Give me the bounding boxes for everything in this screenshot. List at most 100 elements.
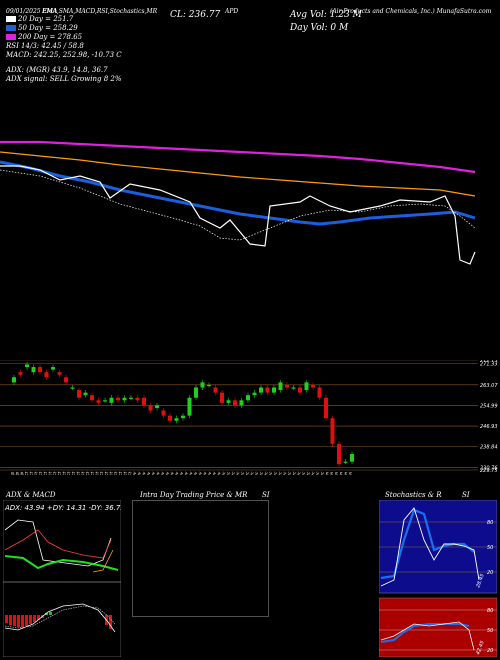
price-level-label: 229.75 — [480, 468, 498, 474]
sma20-line — [0, 169, 476, 241]
legend-item-macd: MACD: 242.25, 252.98, -10.73 C — [6, 51, 122, 59]
candle-body — [330, 418, 335, 444]
date-label: 10 Nov — [153, 471, 161, 475]
candle-body — [298, 387, 302, 393]
date-label: 07 Jan — [336, 471, 343, 475]
stoch-level-50: 50 — [487, 545, 493, 551]
legend-item-adx-signal: ADX signal: SELL Growing 8 2% — [6, 75, 122, 83]
adx-panel-title: ADX & MACD — [6, 491, 56, 499]
legend-item-50day: 50 Day = 258.29 — [6, 24, 122, 33]
candle-body — [220, 392, 224, 403]
candle-body — [259, 387, 263, 393]
date-label: 31 Oct — [125, 471, 132, 475]
date-label: 01 Dec — [219, 471, 227, 475]
stoch-k-line — [380, 507, 480, 587]
date-label: 08 Oct — [45, 471, 52, 475]
candle-body — [109, 397, 114, 403]
macd-histogram — [5, 612, 112, 629]
candle-body — [155, 405, 159, 408]
legend-item-rsi: RSI 14/3: 42.45 / 58.8 — [6, 42, 84, 50]
candle-body — [207, 384, 211, 387]
candle-body — [233, 400, 237, 406]
candle-body — [194, 387, 198, 398]
candle-body — [51, 367, 55, 370]
candle-body — [116, 397, 120, 401]
candle-body — [38, 367, 42, 373]
stoch-panel-si: SI — [462, 491, 470, 499]
date-label: 15 Oct — [69, 471, 76, 475]
candle-body — [317, 387, 322, 398]
date-label: 27 Oct — [106, 471, 113, 475]
date-label: 31 Dec — [317, 471, 325, 475]
candle-body — [25, 364, 29, 368]
date-label: 28 Nov — [214, 471, 222, 475]
date-label: 06 Oct — [36, 471, 43, 475]
date-label: 03 Dec — [228, 471, 236, 475]
candle-body — [44, 372, 49, 378]
date-label: 06 Nov — [144, 471, 152, 475]
stoch-level-20: 20 — [487, 570, 493, 576]
candle-body — [96, 400, 101, 403]
legend-item-200day: 200 Day = 278.65 — [6, 33, 122, 42]
date-label: 03 Oct — [31, 471, 38, 475]
macd-signal-line — [4, 605, 116, 629]
price-level-label: 272.75 — [480, 360, 498, 364]
price-level-label: 271.33 — [480, 362, 498, 368]
rsi-level-20: 20 — [487, 648, 493, 654]
date-label: 13 Oct — [59, 471, 66, 475]
date-label: 28 Oct — [111, 471, 118, 475]
date-label: 22 Oct — [92, 471, 99, 475]
date-label: 10 Dec — [252, 471, 260, 475]
date-label: 01 Oct — [22, 471, 29, 475]
date-label: 20 Nov — [191, 471, 199, 475]
date-label: 18 Dec — [280, 471, 288, 475]
date-label: 09 Oct — [50, 471, 57, 475]
date-label: 19 Dec — [284, 471, 292, 475]
date-label: 09 Dec — [247, 471, 255, 475]
candle-body — [70, 387, 75, 389]
date-label: 05 Jan — [327, 471, 334, 475]
date-label: 17 Oct — [78, 471, 85, 475]
date-label: 08 Dec — [242, 471, 250, 475]
candle-body — [103, 400, 107, 402]
date-label: 21 Nov — [195, 471, 203, 475]
candle-body — [272, 387, 276, 393]
moving-average-chart — [0, 140, 476, 265]
adx-helper — [92, 549, 114, 573]
candle-body — [168, 415, 172, 421]
sma50-line — [0, 160, 476, 226]
price-level-label: 230.76 — [480, 465, 498, 471]
date-label: 16 Oct — [73, 471, 80, 475]
stoch-panel-title: Stochastics & R — [385, 491, 442, 499]
plus-dy-line — [4, 555, 119, 571]
stoch-d-line — [380, 508, 475, 580]
intraday-mr-panel — [132, 500, 269, 617]
candle-body — [129, 397, 133, 399]
date-label: 02 Jan — [322, 471, 329, 475]
date-label: 05 Dec — [238, 471, 246, 475]
date-label: 25 Nov — [205, 471, 213, 475]
date-label: 07 Nov — [148, 471, 156, 475]
date-label: 23 Oct — [97, 471, 104, 475]
day-volume: Day Vol: 0 M — [290, 23, 349, 33]
rsi-line — [380, 621, 475, 651]
date-label: 11 Nov — [158, 471, 166, 475]
candle-body — [181, 415, 185, 419]
avg-volume: Avg Vol: 1.23 M — [290, 10, 362, 20]
candle-body — [18, 372, 23, 375]
date-label: 17 Nov — [176, 471, 184, 475]
sma200-line — [0, 140, 476, 174]
stoch-level-80: 80 — [487, 520, 493, 526]
candle-body — [57, 372, 62, 375]
date-label: 29 Dec — [308, 471, 316, 475]
date-label: 11 Dec — [256, 471, 264, 475]
price-line — [0, 165, 476, 265]
date-label: 02 Oct — [26, 471, 33, 475]
date-label: 10 Oct — [55, 471, 62, 475]
candle-body — [252, 392, 257, 396]
date-label: 29 Oct — [116, 471, 123, 475]
candle-body — [337, 443, 341, 465]
candle-body — [200, 382, 205, 388]
candle-body — [142, 397, 146, 406]
